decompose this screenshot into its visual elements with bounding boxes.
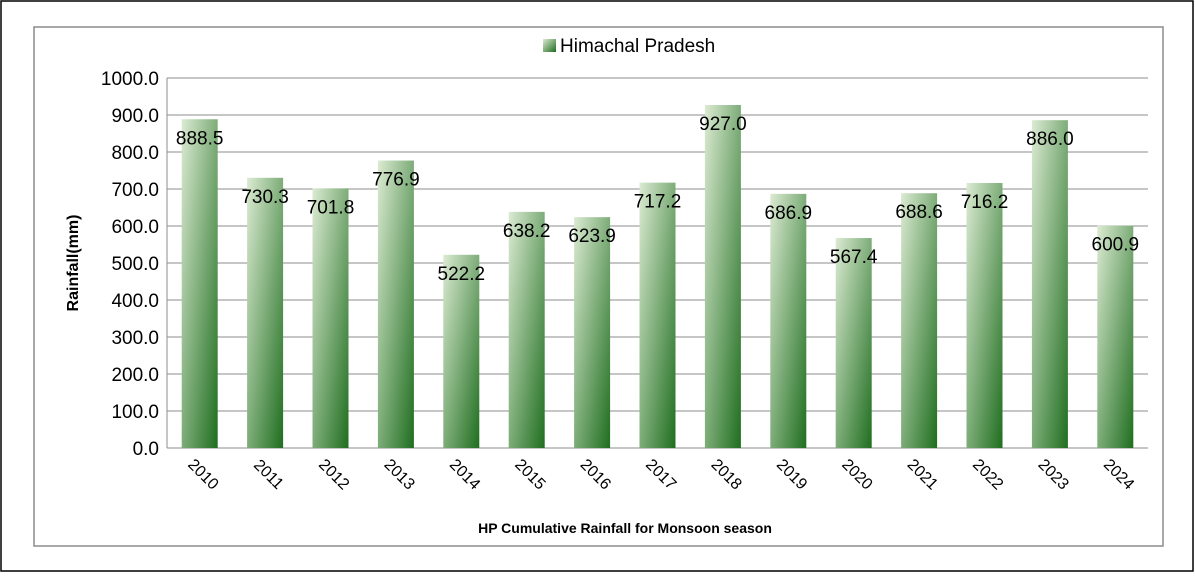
data-label: 701.8	[307, 197, 355, 218]
data-label: 686.9	[765, 203, 813, 224]
y-tick-label: 1000.0	[101, 69, 159, 90]
bar	[312, 188, 349, 449]
y-tick-label: 900.0	[111, 106, 159, 127]
bar	[574, 217, 611, 448]
y-tick-label: 100.0	[111, 402, 159, 423]
y-tick-label: 700.0	[111, 180, 159, 201]
data-label: 688.6	[895, 202, 943, 223]
data-label: 567.4	[830, 247, 878, 268]
data-label: 730.3	[241, 187, 289, 208]
y-tick-label: 0.0	[133, 439, 159, 460]
bar	[770, 193, 807, 448]
data-label: 886.0	[1026, 129, 1074, 150]
bar	[835, 238, 872, 448]
bar	[966, 183, 1003, 449]
y-tick-label: 500.0	[111, 254, 159, 275]
bar	[1031, 120, 1068, 449]
y-tick-label: 200.0	[111, 365, 159, 386]
data-label: 623.9	[568, 226, 616, 247]
y-tick-label: 300.0	[111, 328, 159, 349]
bar	[901, 193, 938, 448]
data-label: 927.0	[699, 114, 747, 135]
data-label: 638.2	[503, 221, 551, 242]
data-label: 888.5	[176, 128, 224, 149]
bar	[247, 177, 284, 448]
data-label: 776.9	[372, 170, 420, 191]
x-axis-title: HP Cumulative Rainfall for Monsoon seaso…	[478, 520, 772, 536]
data-label: 522.2	[438, 264, 486, 285]
bar	[181, 119, 218, 448]
legend-swatch	[543, 39, 556, 52]
bar	[704, 105, 741, 448]
y-tick-label: 600.0	[111, 217, 159, 238]
data-label: 600.9	[1092, 235, 1140, 256]
y-axis-title: Rainfall(mm)	[65, 215, 82, 312]
data-label: 717.2	[634, 192, 682, 213]
legend-label: Himachal Pradesh	[560, 36, 715, 57]
bar	[377, 160, 414, 448]
bar	[508, 211, 545, 448]
y-tick-label: 800.0	[111, 143, 159, 164]
bar	[443, 254, 480, 448]
bar	[639, 182, 676, 449]
data-label: 716.2	[961, 192, 1009, 213]
bar	[1097, 225, 1134, 448]
y-tick-label: 400.0	[111, 291, 159, 312]
